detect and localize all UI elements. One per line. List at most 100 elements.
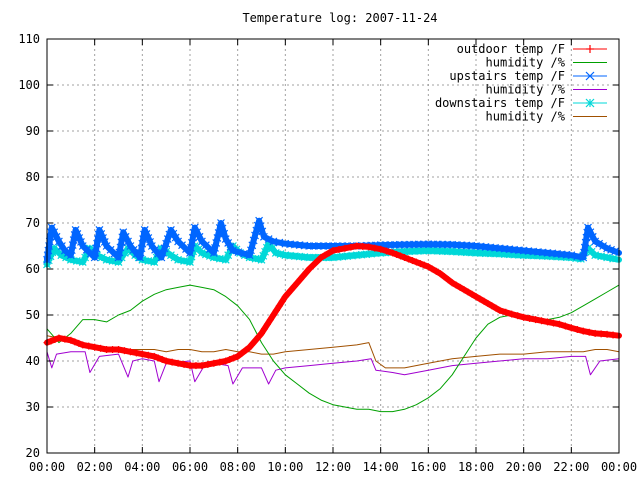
y-tick-label: 110	[18, 32, 40, 46]
series-marker	[269, 237, 278, 246]
series-marker	[260, 325, 268, 333]
series-marker	[248, 241, 257, 250]
series-marker	[97, 230, 106, 238]
series-marker	[242, 346, 250, 354]
series-marker	[71, 225, 80, 234]
series-marker	[377, 245, 385, 253]
series-marker	[193, 228, 202, 237]
series-marker	[204, 360, 212, 368]
series-marker	[169, 229, 178, 238]
series-marker	[585, 71, 595, 81]
series-marker	[258, 227, 267, 236]
series-marker	[54, 237, 63, 246]
series-marker	[341, 244, 349, 252]
series-marker	[383, 247, 391, 255]
series-marker	[167, 225, 175, 234]
series-marker	[476, 295, 484, 303]
series-marker	[245, 251, 254, 260]
series-marker	[212, 239, 221, 247]
series-marker	[246, 343, 254, 351]
series-marker	[296, 275, 304, 283]
series-marker	[412, 258, 420, 266]
series-marker	[162, 239, 171, 248]
x-tick-label: 02:00	[77, 460, 113, 474]
series-marker	[75, 234, 84, 242]
series-marker	[47, 337, 55, 345]
series-marker	[102, 255, 111, 264]
series-marker	[97, 344, 105, 352]
series-marker	[174, 255, 183, 264]
series-marker	[329, 247, 337, 255]
series-marker	[190, 223, 199, 232]
series-marker	[579, 327, 587, 335]
series-marker	[464, 288, 472, 296]
series-marker	[317, 254, 325, 261]
series-marker	[585, 328, 593, 336]
series-marker	[160, 244, 169, 253]
series-marker	[186, 362, 194, 370]
series-marker	[567, 251, 576, 260]
series-marker	[321, 251, 329, 259]
series-marker	[75, 339, 83, 347]
series-marker	[253, 221, 262, 230]
series-marker	[228, 246, 237, 255]
series-marker	[51, 336, 59, 344]
series-marker	[269, 311, 277, 319]
series-marker	[91, 343, 99, 351]
series-marker	[573, 252, 582, 261]
series-marker	[591, 329, 599, 337]
series-marker	[109, 346, 117, 353]
series-marker	[424, 263, 432, 271]
series-marker	[492, 304, 500, 312]
series-marker	[150, 352, 158, 360]
series-marker	[371, 244, 379, 252]
series-marker	[397, 252, 405, 260]
series-marker	[538, 317, 546, 325]
series-marker	[591, 237, 600, 246]
series-marker	[609, 254, 617, 263]
series-marker	[240, 249, 248, 258]
series-marker	[144, 234, 153, 242]
series-marker	[211, 243, 219, 252]
series-marker	[95, 225, 104, 234]
series-2	[43, 216, 622, 264]
series-marker	[224, 239, 233, 247]
series-marker	[73, 230, 82, 238]
series-marker	[71, 338, 79, 346]
series-marker	[174, 359, 182, 367]
series-marker	[180, 360, 188, 368]
series-marker	[284, 289, 292, 297]
series-marker	[126, 348, 134, 356]
series-marker	[144, 351, 152, 359]
legend-label: downstairs temp /F	[435, 96, 565, 110]
series-marker	[313, 257, 321, 265]
y-tick-label: 40	[26, 354, 40, 368]
series-marker	[238, 349, 246, 357]
series-0	[43, 242, 622, 370]
series-marker	[599, 242, 608, 250]
series-marker	[484, 300, 492, 307]
legend-label: humidity /%	[486, 83, 566, 97]
series-marker	[597, 252, 606, 261]
series-marker	[100, 238, 109, 246]
series-marker	[226, 355, 234, 363]
series-marker	[302, 268, 310, 276]
series-marker	[157, 253, 166, 262]
series-marker	[278, 297, 286, 305]
series-marker	[138, 350, 146, 358]
series-marker	[586, 228, 595, 237]
series-marker	[215, 254, 224, 263]
series-marker	[171, 233, 180, 242]
series-marker	[468, 290, 476, 298]
series-marker	[520, 313, 528, 321]
series-marker	[440, 273, 448, 281]
x-tick-label: 04:00	[124, 460, 160, 474]
series-marker	[266, 316, 274, 324]
series-marker	[119, 228, 128, 237]
series-marker	[255, 216, 264, 225]
series-marker	[103, 346, 111, 353]
series-marker	[124, 237, 132, 246]
series-marker	[365, 243, 373, 251]
series-marker	[573, 325, 581, 333]
